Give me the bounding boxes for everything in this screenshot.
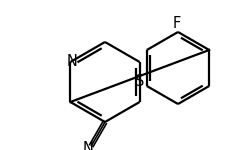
Text: N: N — [67, 54, 78, 69]
Text: S: S — [135, 75, 144, 90]
Text: N: N — [82, 141, 93, 150]
Text: F: F — [173, 16, 181, 32]
